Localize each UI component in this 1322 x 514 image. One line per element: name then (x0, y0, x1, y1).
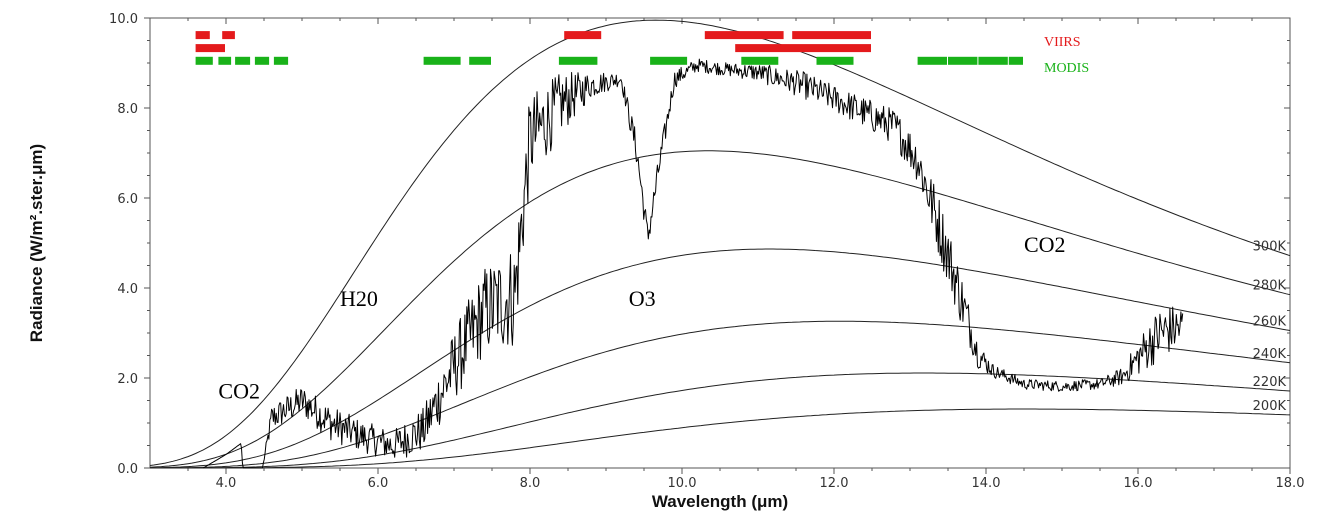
modis-band (273, 56, 289, 65)
viirs-band (195, 31, 210, 40)
blackbody-curve-240K (149, 320, 1291, 469)
y-tick-label: 2.0 (117, 372, 138, 387)
temperature-label: 260K (1253, 315, 1287, 330)
modis-band (948, 56, 978, 65)
chart-labels: Wavelength (μm) Radiance (W/m².ster.μm) 30… (27, 35, 1286, 511)
temperature-label: 240K (1253, 347, 1287, 362)
viirs-band (195, 44, 225, 53)
temperature-label: 200K (1253, 399, 1287, 414)
blackbody-curve-300K (149, 19, 1291, 466)
y-tick-label: 0.0 (117, 462, 138, 477)
blackbody-curves (149, 19, 1291, 469)
modis-band (235, 56, 251, 65)
spectrum-series (202, 58, 1184, 469)
x-tick-label: 8.0 (520, 476, 541, 491)
x-tick-label: 16.0 (1124, 476, 1153, 491)
legend-viirs: VIIRS (1044, 35, 1081, 50)
modis-band (254, 56, 270, 65)
annotation-label: O3 (629, 286, 656, 311)
temperature-label: 300K (1253, 240, 1287, 255)
measured-spectrum-line (202, 58, 1184, 469)
viirs-band (792, 31, 871, 40)
blackbody-curve-280K (149, 150, 1291, 468)
temperature-label: 280K (1253, 279, 1287, 294)
viirs-band (704, 31, 784, 40)
blackbody-curve-260K (149, 248, 1291, 469)
x-tick-label: 14.0 (972, 476, 1001, 491)
legend-modis: MODIS (1044, 61, 1089, 76)
y-tick-label: 10.0 (109, 12, 138, 27)
y-tick-label: 4.0 (117, 282, 138, 297)
temperature-label: 220K (1253, 375, 1287, 390)
viirs-band (735, 44, 871, 53)
modis-band (195, 56, 213, 65)
blackbody-curve-200K (150, 408, 1291, 469)
x-tick-label: 10.0 (668, 476, 697, 491)
modis-band (978, 56, 1008, 65)
y-tick-label: 6.0 (117, 192, 138, 207)
sensor-bands (195, 31, 1023, 65)
modis-band (423, 56, 461, 65)
modis-band (741, 56, 779, 65)
x-tick-label: 18.0 (1276, 476, 1305, 491)
annotation-label: CO2 (218, 378, 260, 403)
y-tick-label: 8.0 (117, 102, 138, 117)
blackbody-curve-220K (150, 372, 1291, 469)
modis-band (469, 56, 491, 65)
plot-frame: 4.0 6.0 8.0 10.0 12.0 14.0 16.0 18.0 0.0 2.0 4.0 6.… (109, 12, 1304, 491)
annotation-label: CO2 (1024, 232, 1066, 257)
viirs-band (564, 31, 602, 40)
y-axis-title: Radiance (W/m².ster.μm) (27, 144, 46, 342)
modis-band (917, 56, 947, 65)
annotation-label: H20 (340, 286, 378, 311)
modis-band (816, 56, 854, 65)
x-tick-label: 4.0 (216, 476, 237, 491)
modis-band (650, 56, 688, 65)
viirs-band (222, 31, 235, 40)
modis-band (558, 56, 598, 65)
plot-border (149, 17, 1291, 469)
modis-band (1008, 56, 1023, 65)
modis-band (218, 56, 232, 65)
x-tick-label: 6.0 (368, 476, 389, 491)
x-axis-title: Wavelength (μm) (652, 492, 788, 511)
x-tick-label: 12.0 (820, 476, 849, 491)
